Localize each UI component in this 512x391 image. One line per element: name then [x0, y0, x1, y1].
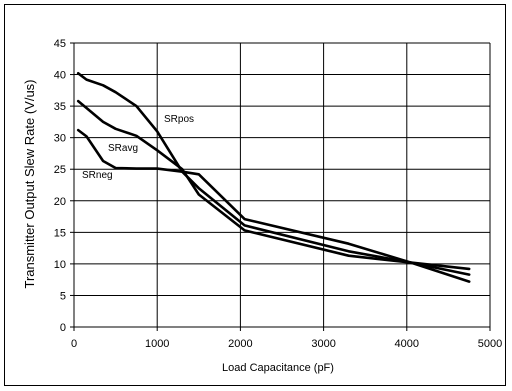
grid-lines: [73, 42, 491, 328]
y-tick-label: 45: [54, 38, 66, 50]
series-label-srneg: SRneg: [82, 170, 113, 181]
y-axis-label: Transmitter Output Slew Rate (V/us): [22, 79, 37, 288]
series-label-srpos: SRpos: [164, 114, 194, 125]
y-tick-label: 40: [54, 70, 66, 82]
y-tick-label: 0: [60, 322, 66, 334]
series-line-srneg: [76, 128, 471, 276]
series-lines: [76, 72, 471, 283]
y-tick-label: 5: [60, 290, 66, 302]
y-tick-label: 25: [54, 164, 66, 176]
x-tick-label: 1000: [145, 338, 169, 350]
x-tick-label: 3000: [311, 338, 335, 350]
chart-frame: [4, 4, 506, 386]
x-axis-label: Load Capacitance (pF): [222, 362, 334, 374]
x-tick-label: 5000: [478, 338, 502, 350]
series-line-srpos: [76, 72, 471, 271]
y-tick-label: 30: [54, 133, 66, 145]
axis-ticks: 0 5 10 15 20 25 30 35 40 45 0 1000 2000 3000 4000 5000: [54, 38, 502, 350]
series-line-sravg: [76, 99, 471, 283]
x-tick-label: 4000: [395, 338, 419, 350]
y-tick-label: 20: [54, 196, 66, 208]
y-tick-label: 35: [54, 101, 66, 113]
y-tick-label: 15: [54, 227, 66, 239]
series-label-sravg: SRavg: [108, 143, 138, 154]
x-tick-label: 2000: [228, 338, 252, 350]
x-tick-label: 0: [71, 338, 77, 350]
y-tick-label: 10: [54, 259, 66, 271]
